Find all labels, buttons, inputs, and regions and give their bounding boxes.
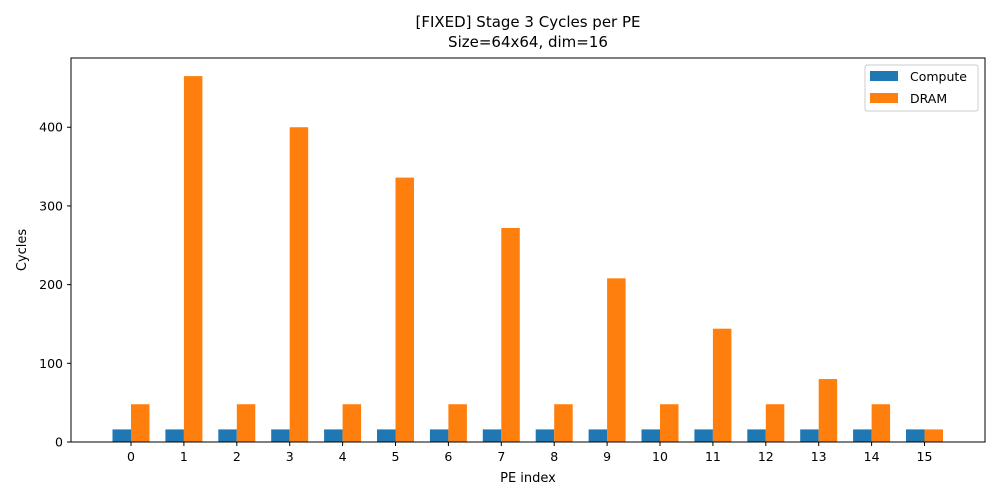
bar-compute-pe-12 — [747, 429, 766, 442]
x-tick-label: 6 — [444, 449, 452, 464]
legend-swatch-compute — [870, 71, 898, 81]
x-tick-label: 10 — [652, 449, 668, 464]
bar-dram-pe-4 — [342, 404, 362, 442]
x-tick-label: 15 — [917, 449, 933, 464]
bar-compute-pe-6 — [429, 429, 449, 442]
x-tick-label: 1 — [180, 449, 188, 464]
x-tick-label: 8 — [550, 449, 558, 464]
y-tick-label: 0 — [55, 435, 63, 450]
bar-compute-pe-5 — [377, 429, 396, 442]
legend-label-compute: Compute — [910, 69, 967, 84]
x-tick-label: 4 — [339, 449, 347, 464]
bar-dram-pe-5 — [395, 177, 414, 442]
bar-compute-pe-10 — [641, 429, 660, 442]
bar-compute-pe-4 — [324, 429, 343, 442]
legend-label-dram: DRAM — [910, 91, 947, 106]
x-tick-label: 12 — [758, 449, 774, 464]
legend: Compute DRAM — [864, 64, 979, 112]
bar-compute-pe-2 — [218, 429, 237, 442]
bar-dram-pe-12 — [765, 404, 785, 442]
bars-layer — [112, 76, 943, 442]
bar-dram-pe-15 — [924, 429, 943, 442]
bar-dram-pe-11 — [712, 328, 732, 442]
y-axis-label: Cycles — [15, 229, 30, 272]
bar-dram-pe-6 — [448, 404, 467, 442]
bar-dram-pe-8 — [554, 404, 573, 442]
x-tick-label: 13 — [811, 449, 827, 464]
x-tick-label: 0 — [127, 449, 135, 464]
bar-compute-pe-14 — [853, 429, 872, 442]
chart-subtitle: Size=64x64, dim=16 — [448, 33, 608, 51]
x-tick-label: 14 — [864, 449, 880, 464]
bar-dram-pe-3 — [289, 127, 309, 442]
bar-dram-pe-2 — [236, 404, 256, 442]
bar-dram-pe-13 — [818, 379, 838, 442]
x-tick-label: 9 — [603, 449, 611, 464]
y-tick-label: 100 — [39, 356, 63, 371]
x-axis-label: PE index — [500, 471, 556, 486]
bar-dram-pe-10 — [660, 404, 679, 442]
bar-dram-pe-14 — [871, 404, 891, 442]
bar-dram-pe-7 — [501, 227, 520, 442]
bar-compute-pe-9 — [588, 429, 608, 442]
bar-dram-pe-0 — [131, 404, 150, 442]
bar-compute-pe-3 — [271, 429, 290, 442]
bar-compute-pe-11 — [694, 429, 713, 442]
x-tick-label: 5 — [392, 449, 400, 464]
chart-title: [FIXED] Stage 3 Cycles per PE — [415, 13, 640, 31]
y-tick-label: 200 — [39, 277, 63, 292]
x-tick-label: 2 — [233, 449, 241, 464]
x-tick-label: 7 — [497, 449, 505, 464]
plot-frame — [70, 57, 986, 443]
x-tick-label: 3 — [286, 449, 294, 464]
bar-dram-pe-1 — [183, 76, 203, 442]
bar-compute-pe-1 — [165, 429, 184, 442]
bar-compute-pe-0 — [112, 429, 131, 442]
bar-dram-pe-9 — [607, 278, 626, 442]
bar-compute-pe-15 — [906, 429, 925, 442]
bar-compute-pe-7 — [482, 429, 502, 442]
y-tick-label: 300 — [39, 198, 63, 213]
bar-compute-pe-8 — [535, 429, 555, 442]
legend-swatch-dram — [870, 93, 898, 103]
y-tick-label: 400 — [39, 120, 63, 135]
bar-compute-pe-13 — [800, 429, 819, 442]
x-tick-label: 11 — [705, 449, 721, 464]
